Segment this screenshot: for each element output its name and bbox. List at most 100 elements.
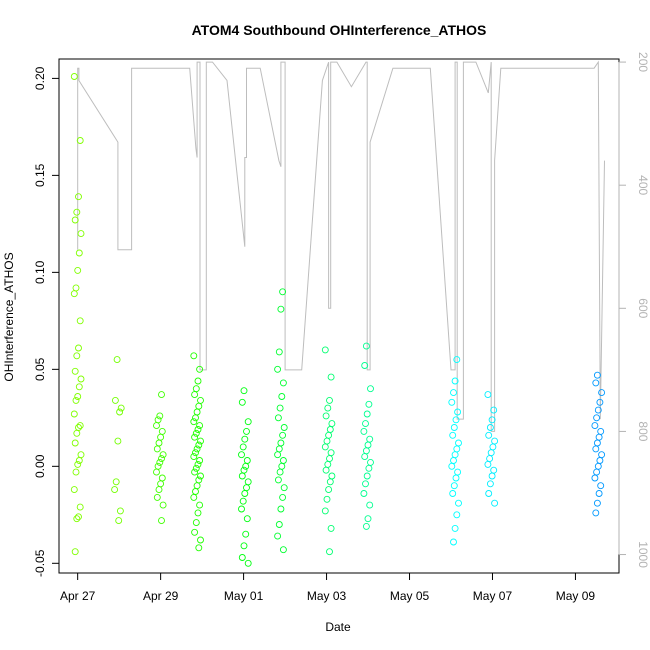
data-point xyxy=(276,468,284,476)
data-point xyxy=(70,410,78,418)
right-axis: 200 400 600 800 1000 xyxy=(618,52,650,568)
data-point xyxy=(486,424,494,431)
data-point xyxy=(326,426,334,433)
data-point xyxy=(454,408,462,416)
data-point xyxy=(197,437,204,445)
series-flight-may07 xyxy=(484,391,499,507)
series-flight-apr30 xyxy=(190,352,204,552)
data-point xyxy=(451,377,459,385)
data-point xyxy=(71,548,79,556)
data-point xyxy=(451,524,459,532)
data-point xyxy=(75,193,82,201)
y-tick-label: -0.05 xyxy=(33,549,47,577)
data-point xyxy=(487,449,495,457)
data-point xyxy=(159,501,167,509)
data-point xyxy=(278,393,286,400)
data-point xyxy=(362,480,369,488)
data-point xyxy=(450,482,458,490)
data-point xyxy=(195,544,203,552)
data-point xyxy=(157,480,165,488)
data-point xyxy=(76,422,84,430)
x-axis-label: Date xyxy=(325,620,351,634)
data-point xyxy=(75,249,83,257)
data-point xyxy=(449,490,457,497)
right-tick-label: 400 xyxy=(636,175,650,195)
data-point xyxy=(593,468,601,476)
data-point xyxy=(488,472,496,480)
data-point xyxy=(75,344,82,352)
data-point xyxy=(598,451,606,459)
data-point xyxy=(362,522,370,530)
data-point xyxy=(192,519,200,527)
data-point xyxy=(491,437,499,445)
series-flight-apr27 xyxy=(70,73,85,556)
data-point xyxy=(191,468,199,476)
data-point xyxy=(153,468,160,476)
data-point xyxy=(593,439,601,447)
data-point xyxy=(591,474,599,482)
data-point xyxy=(595,490,603,497)
data-point xyxy=(238,451,245,459)
data-point xyxy=(326,478,334,486)
data-point xyxy=(593,414,601,422)
data-point xyxy=(325,486,333,494)
data-point xyxy=(194,426,202,433)
data-point xyxy=(194,377,202,385)
data-point xyxy=(158,391,165,399)
data-point xyxy=(70,290,78,298)
data-point xyxy=(74,460,82,468)
data-point xyxy=(70,73,78,80)
data-point xyxy=(279,379,287,387)
data-point xyxy=(325,431,333,439)
data-point xyxy=(197,472,204,480)
data-point xyxy=(153,445,161,453)
data-point xyxy=(72,396,80,404)
data-point xyxy=(485,490,493,497)
data-point xyxy=(157,433,165,441)
data-point xyxy=(323,495,331,503)
data-points-layer xyxy=(70,73,606,567)
data-point xyxy=(452,474,460,482)
data-point xyxy=(277,305,285,313)
series-flight-may01 xyxy=(238,387,252,567)
data-point xyxy=(598,389,606,397)
data-point xyxy=(153,422,160,430)
data-point xyxy=(71,367,79,375)
data-point xyxy=(112,478,120,486)
data-point xyxy=(196,501,204,509)
data-point xyxy=(242,462,250,470)
data-point xyxy=(197,396,204,404)
data-point xyxy=(274,414,282,422)
data-point xyxy=(158,474,166,482)
data-point xyxy=(322,412,330,420)
data-point xyxy=(594,406,602,414)
data-point xyxy=(489,443,497,451)
data-point xyxy=(155,439,163,447)
data-point xyxy=(196,422,204,430)
data-point xyxy=(276,404,284,412)
data-point xyxy=(326,396,333,404)
data-point xyxy=(158,455,165,463)
right-tick-label: 600 xyxy=(636,298,650,318)
data-point xyxy=(595,433,603,441)
y-axis-label: OHInterference_ATHOS xyxy=(2,252,16,381)
data-point xyxy=(70,486,78,494)
series-flight-may03 xyxy=(321,346,336,556)
data-point xyxy=(327,524,335,532)
data-point xyxy=(365,464,373,472)
data-point xyxy=(76,317,84,325)
data-point xyxy=(77,375,85,383)
data-point xyxy=(592,379,600,387)
data-point xyxy=(362,420,369,428)
data-point xyxy=(275,521,283,528)
data-point xyxy=(485,431,493,439)
data-point xyxy=(111,396,119,404)
data-point xyxy=(593,499,601,507)
data-point xyxy=(362,447,370,455)
data-point xyxy=(360,490,368,497)
data-point xyxy=(156,458,164,466)
data-point xyxy=(153,493,161,501)
y-tick-label: 0.05 xyxy=(33,357,47,381)
x-tick-label: May 01 xyxy=(224,589,264,603)
data-point xyxy=(190,418,198,426)
